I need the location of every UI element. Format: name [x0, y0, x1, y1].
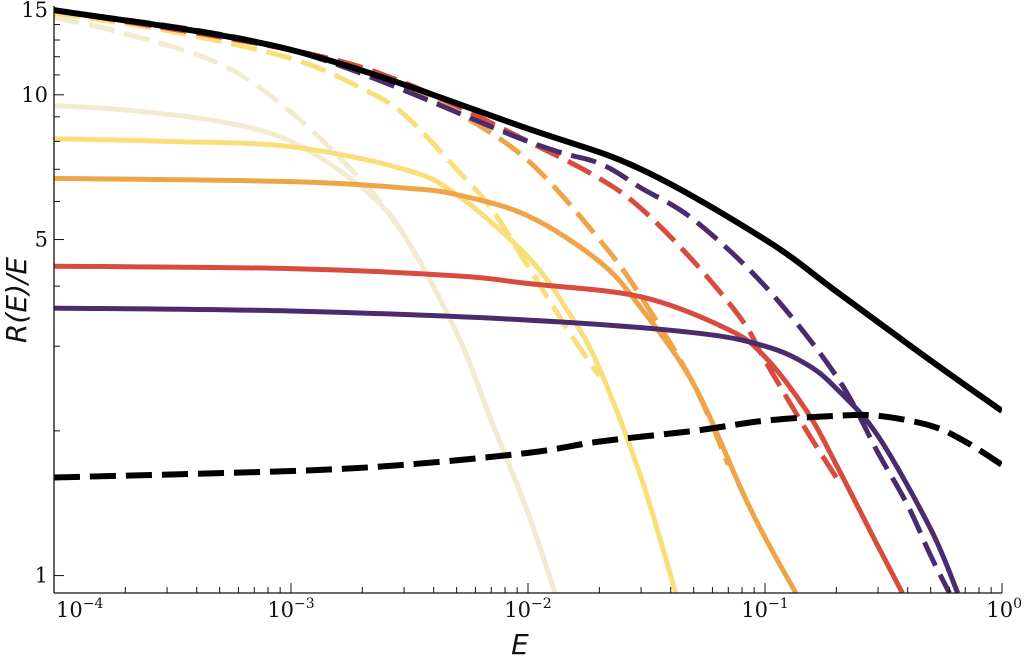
y-tick-label: 10: [21, 83, 48, 107]
series-dashed-line: [54, 7, 839, 479]
x-tick-label: 10−3: [267, 596, 314, 622]
series-solid-line: [54, 136, 679, 593]
x-axis-label: E: [511, 628, 529, 659]
series-solid-line: [54, 305, 961, 593]
series-dashed-line: [54, 7, 952, 593]
series-solid-line: [54, 7, 1002, 414]
series-layer: [54, 7, 1002, 593]
x-tick-label: 100: [986, 596, 1022, 622]
y-tick-label: 5: [35, 228, 48, 252]
series-solid-line: [54, 263, 905, 593]
y-tick-label: 15: [21, 0, 48, 22]
x-tick-label: 10−1: [741, 596, 788, 622]
series-dashed-line: [54, 10, 602, 378]
y-axis-label: R(E)/E: [0, 257, 33, 343]
series-dashed-line: [54, 411, 1002, 481]
x-tick-label: 10−2: [504, 596, 551, 622]
series-dashed-line: [54, 14, 558, 593]
x-tick-label: 10−4: [56, 596, 103, 622]
y-tick-label: 1: [35, 564, 48, 588]
axes: [53, 6, 1003, 594]
series-solid-line: [54, 175, 799, 593]
